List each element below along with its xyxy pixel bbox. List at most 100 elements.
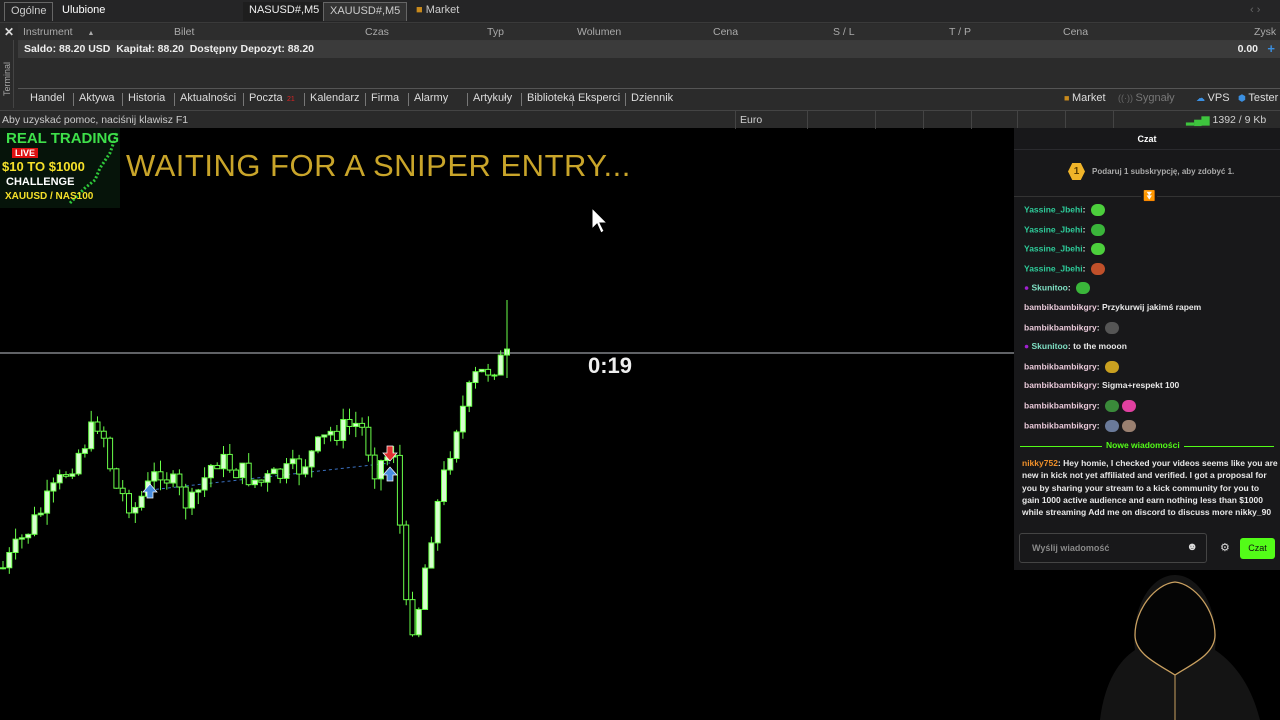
candle-body [245, 462, 252, 486]
chat-username[interactable]: bambikbambikgry [1024, 380, 1097, 391]
price-chart[interactable] [0, 128, 1014, 720]
chat-username[interactable]: bambikbambikgry [1024, 400, 1097, 411]
link-sygnały[interactable]: ((·)) Sygnały [1118, 92, 1175, 104]
chat-title: Czat [1137, 134, 1157, 144]
link-tester[interactable]: ⬢ Tester [1238, 92, 1279, 104]
candle-body [415, 608, 422, 636]
mouse-cursor-icon [591, 206, 609, 234]
tab-ulubione[interactable]: Ulubione [62, 4, 106, 16]
terminal-tab-eksperci[interactable]: Eksperci [578, 92, 621, 104]
candle-body [31, 514, 38, 535]
chat-username[interactable]: Yassine_Jbehi [1024, 223, 1083, 234]
link-vps[interactable]: ☁ VPS [1196, 92, 1230, 104]
col-cena[interactable]: Cena [713, 26, 739, 38]
candle-body [201, 477, 208, 491]
chat-username[interactable]: bambikbambikgry [1024, 302, 1097, 312]
terminal-tab-aktualności[interactable]: Aktualności [180, 92, 237, 104]
candle-body [113, 468, 120, 489]
chart-tab-nasusd[interactable]: NASUSD#,M5 [243, 2, 326, 21]
terminal-tab-alarmy[interactable]: Alarmy [414, 92, 449, 104]
chat-message: Yassine_Jbehi: [1024, 204, 1105, 216]
market-label: Market [425, 4, 460, 16]
terminal-side-label[interactable]: Terminal [0, 40, 14, 108]
terminal-tab-dziennik[interactable]: Dziennik [631, 92, 674, 104]
candle-body [189, 491, 195, 509]
col-tp[interactable]: T / P [949, 26, 971, 38]
col-sl[interactable]: S / L [833, 26, 855, 38]
candle-body [18, 537, 25, 540]
tester-icon: ⬢ [1238, 93, 1249, 103]
terminal-tab-poczta[interactable]: Poczta [249, 92, 283, 104]
chat-message: bambikbambikgry: [1024, 321, 1119, 334]
candle-body [50, 482, 57, 492]
candle-body [497, 354, 504, 376]
col-typ[interactable]: Typ [487, 26, 504, 38]
chat-message: bambikbambikgry: [1024, 400, 1136, 412]
chat-send-button[interactable]: Czat [1240, 538, 1275, 559]
logo-challenge: CHALLENGE [6, 176, 75, 188]
chat-username[interactable]: Yassine_Jbehi [1024, 243, 1083, 254]
col-bilet[interactable]: Bilet [174, 26, 195, 38]
chat-username[interactable]: bambikbambikgry [1024, 419, 1097, 430]
plus-icon[interactable]: + [1267, 41, 1275, 56]
tab-ogolne[interactable]: Ogólne [4, 2, 54, 21]
chat-username[interactable]: Skunitoo [1031, 282, 1068, 293]
chat-username[interactable]: Yassine_Jbehi [1024, 204, 1083, 215]
col-zysk[interactable]: Zysk [1254, 26, 1277, 38]
link-market[interactable]: ■ Market [1064, 92, 1106, 104]
chat-username[interactable]: bambikbambikgry [1024, 321, 1097, 332]
candle-body [453, 431, 460, 459]
scroll-down-icon[interactable]: ⏬ [1141, 191, 1158, 202]
gear-icon[interactable]: ⚙ [1220, 542, 1230, 554]
chat-message: bambikbambikgry: [1024, 360, 1119, 373]
challenge-logo: REAL TRADING LIVE $10 TO $1000 CHALLENGE… [0, 128, 120, 208]
candle-body [119, 487, 126, 495]
candle-body [321, 434, 328, 438]
candle-body [346, 418, 353, 427]
terminal-tab-kalendarz[interactable]: Kalendarz [310, 92, 360, 104]
candle-body [151, 471, 158, 482]
tab-separator [73, 93, 74, 106]
chat-username[interactable]: Yassine_Jbehi [1024, 263, 1083, 274]
profile-name[interactable]: Euro [740, 114, 763, 126]
terminal-tab-historia[interactable]: Historia [128, 92, 166, 104]
candle-body [315, 436, 321, 452]
chart-tab-xauusd[interactable]: XAUUSD#,M5 [323, 2, 408, 21]
chat-username[interactable]: Skunitoo [1031, 341, 1068, 352]
emoji-icon[interactable]: ☻ [1186, 541, 1198, 553]
chat-username[interactable]: bambikbambikgry [1024, 361, 1097, 372]
close-icon[interactable]: ✕ [4, 25, 15, 39]
candle-body [333, 430, 340, 441]
candle-body [396, 454, 403, 526]
candle-body [459, 405, 466, 433]
candle-body [403, 524, 410, 601]
market-tab[interactable]: ■ Market [410, 2, 465, 21]
candle-body [371, 454, 378, 480]
scroll-arrows-icon[interactable]: ‹ › [1250, 4, 1261, 16]
tab-separator [304, 93, 305, 106]
candle-body [283, 463, 290, 479]
candle-body [441, 469, 447, 502]
chat-input[interactable]: Wyślij wiadomość ☻ [1019, 533, 1207, 563]
candle-body [94, 421, 101, 432]
candle-body [270, 468, 277, 475]
terminal-tab-firma[interactable]: Firma [371, 92, 400, 104]
emote-icon [1104, 360, 1119, 373]
terminal-tab-handel[interactable]: Handel [30, 92, 65, 104]
terminal-label: Terminal [2, 61, 12, 96]
candle-body [447, 457, 454, 471]
badge-icon: ● [1024, 282, 1032, 293]
terminal-tab-aktywa[interactable]: Aktywa [79, 92, 115, 104]
chat-username: nikky752 [1022, 458, 1058, 468]
col-instrument[interactable]: Instrument ▲ [23, 26, 95, 38]
candle-body [176, 473, 183, 488]
gift-badge: 1 [1068, 163, 1085, 180]
terminal-tab-biblioteka[interactable]: Biblioteka [527, 92, 575, 104]
col-wolumen[interactable]: Wolumen [577, 26, 622, 38]
candle-body [409, 599, 416, 636]
col-cena-2[interactable]: Cena [1063, 26, 1089, 38]
status-bar: Aby uzyskać pomoc, naciśnij klawisz F1 E… [0, 110, 1280, 129]
col-czas[interactable]: Czas [365, 26, 389, 38]
terminal-tab-artykuły[interactable]: Artykuły [473, 92, 513, 104]
gift-text[interactable]: Podaruj 1 subskrypcję, aby zdobyć 1. [1092, 167, 1235, 176]
